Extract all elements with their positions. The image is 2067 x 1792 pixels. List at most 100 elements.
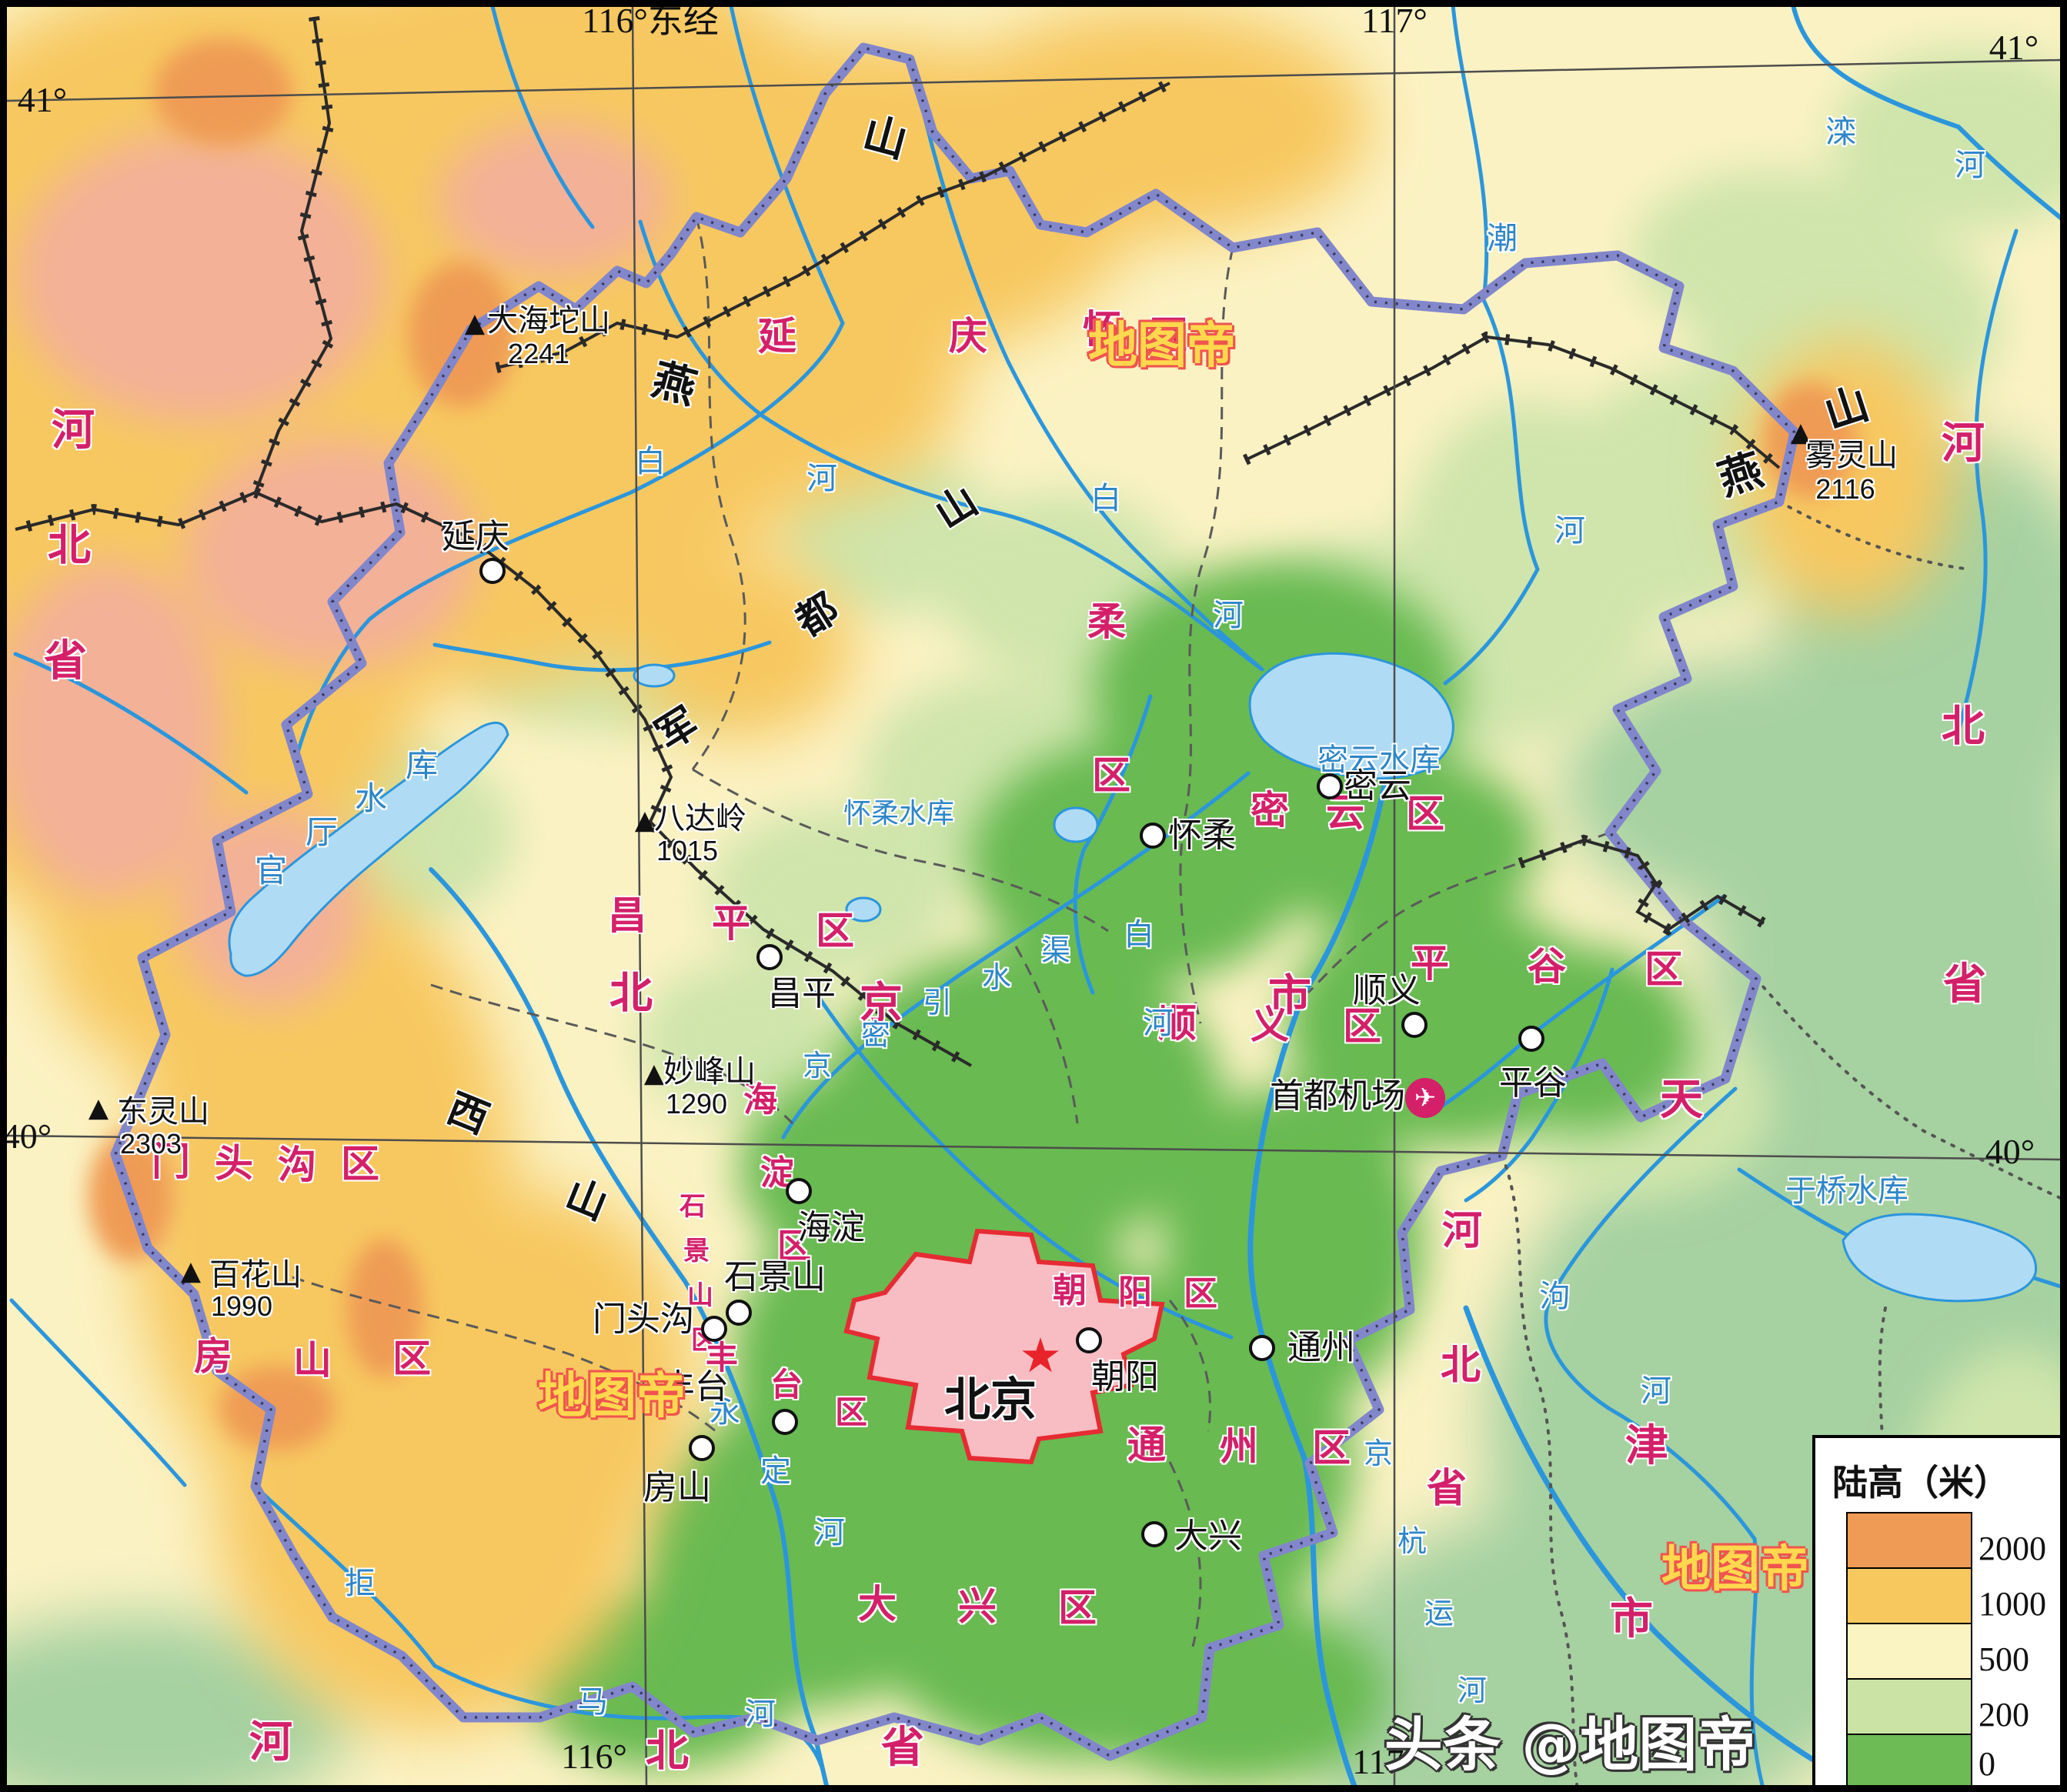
city-label-海淀: 海淀 (797, 1208, 865, 1247)
legend-band-0 (1846, 1512, 1972, 1570)
grid-label-3: 117° (1352, 1742, 1418, 1781)
peak-triangle-八达岭: ▲ (634, 805, 656, 836)
district-miyun: 区 (1406, 792, 1444, 836)
range-xishan: 山 (559, 1171, 614, 1230)
city-dot-门头沟 (701, 1316, 727, 1342)
river-baihe-ne: 河 (1213, 598, 1244, 633)
muni-beijing: 市 (1268, 971, 1311, 1021)
district-mentougou: 头 (215, 1141, 253, 1186)
canal-jinghang: 杭 (1397, 1524, 1428, 1558)
grid-label-4: 41° (17, 80, 68, 119)
reservoir-miyun: 密云水库 (1317, 742, 1441, 778)
range-jundushan: 山 (927, 477, 986, 539)
legend-band-4 (1846, 1734, 1972, 1792)
city-dot-丰台 (772, 1409, 798, 1435)
city-label-朝阳: 朝阳 (1091, 1357, 1159, 1397)
province-hebei-west: 北 (48, 521, 91, 571)
district-shunyi: 顺 (1158, 1001, 1197, 1046)
range-yanshan-west: 燕 (646, 354, 702, 415)
province-hebei-south: 北 (646, 1727, 689, 1777)
river-yongding: 永 (710, 1394, 740, 1430)
province-hebei-southeast: 省 (1426, 1466, 1468, 1512)
city-label-延庆: 延庆 (442, 517, 509, 556)
district-pinggu: 谷 (1528, 944, 1566, 989)
river-baihe-ne: 白 (1090, 481, 1121, 516)
river-chaobaihe: 河 (1143, 1006, 1174, 1041)
district-mentougou: 沟 (278, 1143, 316, 1187)
canal-jinghang: 运 (1424, 1597, 1454, 1630)
province-hebei-southeast: 北 (1440, 1343, 1481, 1389)
peak-name-八达岭: 八达岭 (654, 801, 746, 836)
reservoir-guanting: 库 (405, 746, 439, 784)
city-dot-通州 (1249, 1335, 1275, 1361)
river-juhe: 泃 (1539, 1279, 1570, 1314)
legend-title: 陆高（米） (1832, 1462, 2009, 1503)
district-shunyi: 义 (1251, 1003, 1289, 1047)
river-yongding: 河 (814, 1515, 845, 1550)
muni-beijing: 京 (860, 979, 903, 1029)
river-juma: 河 (745, 1697, 776, 1732)
city-dot-朝阳 (1076, 1327, 1102, 1353)
muni-tianjin: 津 (1625, 1421, 1668, 1471)
canal-jingmi: 渠 (1040, 933, 1071, 967)
legend-band-3 (1846, 1678, 1972, 1737)
canal-jingmi: 密 (860, 1018, 891, 1052)
city-dot-大兴 (1141, 1521, 1167, 1547)
city-label-通州: 通州 (1287, 1328, 1355, 1367)
grid-label-0: 116°东经 (582, 1, 719, 40)
river-chaohe: 河 (1554, 513, 1585, 549)
muni-beijing: 北 (609, 969, 653, 1019)
district-yanqing: 区 (1149, 313, 1187, 358)
river-chaobaihe: 白 (1124, 917, 1154, 953)
urban-core-boundary (843, 1228, 1165, 1465)
city-dot-怀柔 (1140, 823, 1166, 849)
district-shunyi: 区 (1343, 1004, 1381, 1049)
city-dot-房山 (689, 1435, 715, 1461)
district-mentougou: 区 (341, 1142, 379, 1186)
district-daxing: 区 (1058, 1586, 1097, 1630)
district-yanqing: 庆 (949, 314, 987, 359)
river-luanhe: 滦 (1825, 115, 1856, 150)
rivers (9, 2, 2067, 1792)
peak-name-雾灵山: 雾灵山 (1805, 438, 1898, 473)
grid-label-1: 117° (1361, 1, 1428, 40)
canal-jingmi: 水 (981, 960, 1012, 994)
district-tongzhou: 区 (1312, 1426, 1351, 1470)
district-huairou: 怀 (1083, 307, 1121, 352)
airport-label: 首都机场 (1270, 1076, 1405, 1116)
legend-tick-200: 200 (1979, 1696, 2029, 1734)
peak-triangle-雾灵山: ▲ (1790, 417, 1812, 448)
district-pinggu: 区 (1645, 947, 1683, 992)
watermark-0: 地图帝 (1088, 318, 1236, 375)
canal-jinghang: 河 (1457, 1674, 1488, 1707)
graticule (6, 6, 2061, 1786)
district-fengtai: 区 (834, 1393, 868, 1431)
legend-band-2 (1846, 1623, 1972, 1681)
reservoir-guanting: 厅 (305, 813, 339, 851)
terrain-mid-mountain (0, 0, 1955, 1731)
city-label-怀柔: 怀柔 (1168, 816, 1236, 855)
province-hebei-east: 河 (1942, 419, 1985, 469)
range-yanshan-east: 燕 (1712, 444, 1769, 506)
province-hebei-east: 省 (1943, 959, 1986, 1009)
district-chaoyang: 朝 (1053, 1271, 1087, 1310)
range-yanshan-east: 山 (1818, 378, 1875, 440)
peak-name-东灵山: 东灵山 (117, 1094, 209, 1130)
peak-name-百花山: 百花山 (209, 1257, 302, 1293)
grid-label-5: 41° (1989, 28, 2039, 67)
district-haidian: 海 (743, 1080, 777, 1120)
range-jundushan: 军 (648, 699, 706, 760)
province-hebei-southeast: 河 (1441, 1208, 1483, 1254)
city-label-密云: 密云 (1344, 766, 1411, 806)
city-label-顺义: 顺义 (1353, 971, 1421, 1010)
district-huairou: 区 (1092, 753, 1130, 798)
district-chaoyang: 区 (1184, 1274, 1217, 1313)
river-baihe-nw: 白 (635, 444, 666, 479)
peak-elev-百花山: 1990 (210, 1290, 273, 1322)
legend-tick-2000: 2000 (1979, 1530, 2046, 1567)
watermark-3: 头条 @地图帝 (1384, 1710, 1756, 1779)
district-mentougou: 门 (152, 1140, 190, 1184)
city-label-丰台: 丰台 (661, 1367, 729, 1407)
district-changping: 区 (816, 909, 854, 953)
district-tongzhou: 通 (1127, 1423, 1166, 1467)
